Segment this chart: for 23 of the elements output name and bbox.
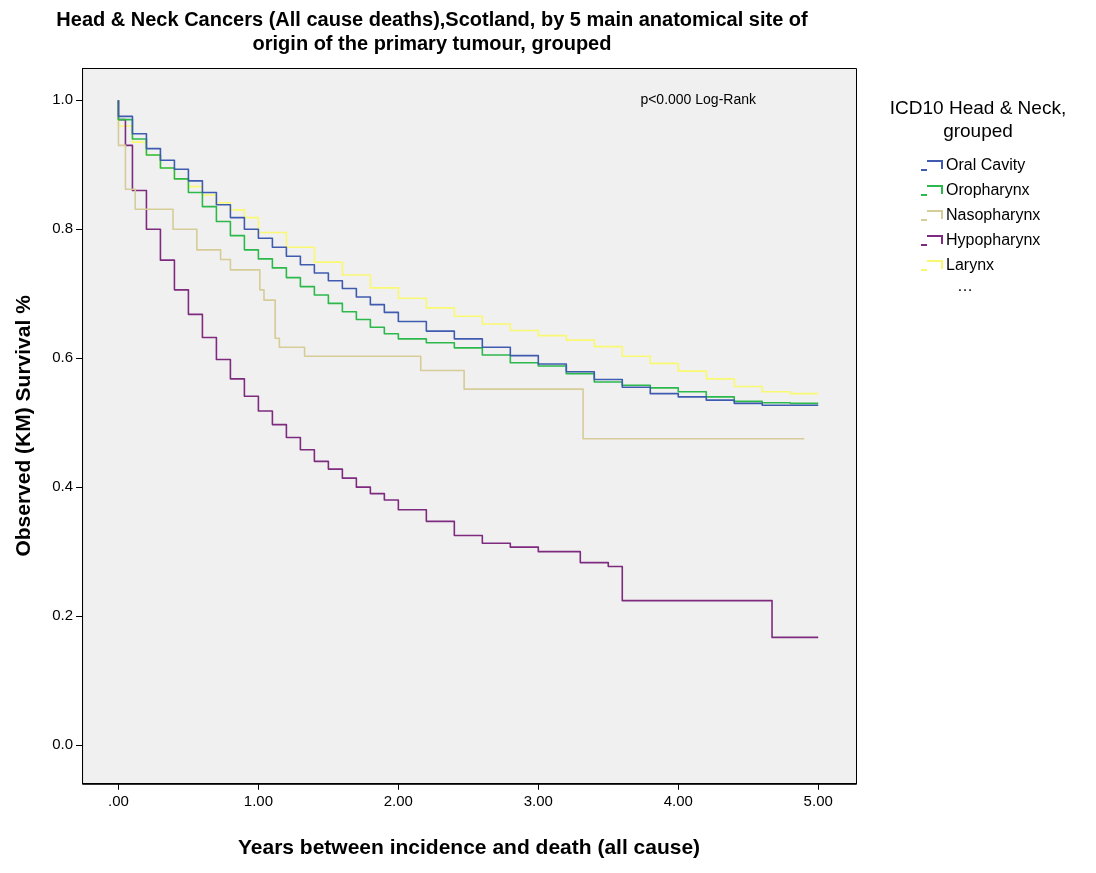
y-tick-label: 0.4: [52, 477, 74, 495]
annotation: p<0.000 Log-Rank: [640, 90, 757, 107]
x-axis-title: Years between incidence and death (all cause): [237, 835, 701, 859]
text: …: [957, 277, 974, 295]
legend-label: Oral Cavity: [946, 155, 1026, 174]
x-tick-label: 2.00: [383, 791, 413, 809]
y-axis-title: Observed (KM) Survival %: [11, 294, 35, 557]
chart-title: Head & Neck Cancers (All cause deaths),Scotland, by 5 main anatomical site of origin of the primary tumour, grouped: [56, 7, 809, 54]
x-tick-label: 1.00: [243, 791, 273, 809]
legend-label: Larynx: [946, 255, 995, 274]
y-tick-label: 0.0: [52, 735, 74, 753]
y-tick-label: 1.0: [52, 90, 74, 108]
legend-label: Hypopharynx: [946, 230, 1041, 249]
y-tick-label: 0.2: [52, 606, 74, 624]
x-tick-label: .00: [108, 791, 129, 809]
y-tick-label: 0.6: [52, 348, 74, 366]
x-tick-label: 3.00: [523, 791, 553, 809]
legend-label: Oropharynx: [946, 180, 1030, 199]
legend-title: ICD10 Head & Neck, grouped: [888, 96, 1068, 142]
x-tick-label: 5.00: [803, 791, 833, 809]
x-tick-label: 4.00: [663, 791, 693, 809]
y-tick-label: 0.8: [52, 219, 74, 237]
legend-label: Nasopharynx: [946, 205, 1041, 224]
